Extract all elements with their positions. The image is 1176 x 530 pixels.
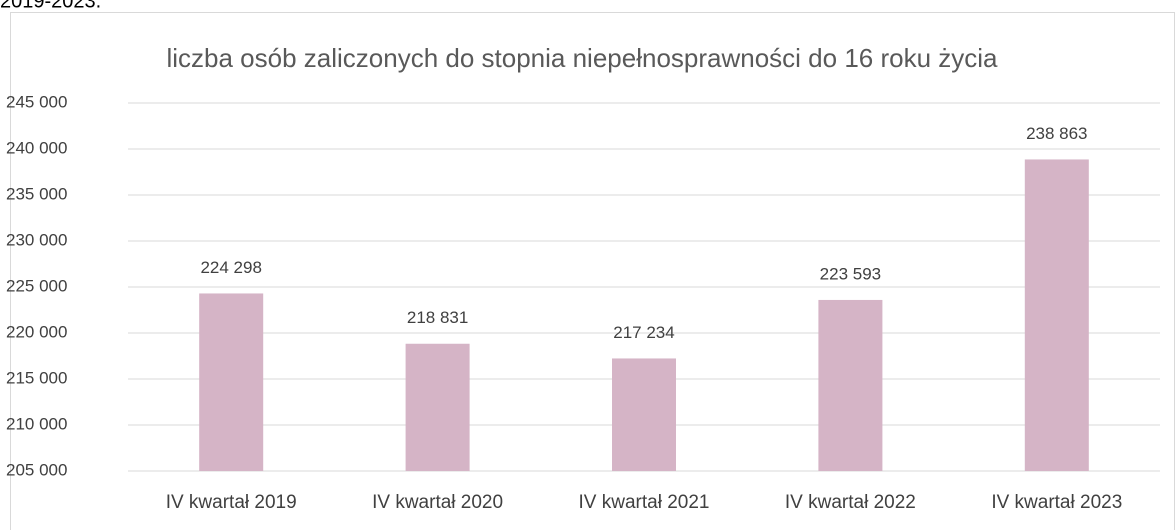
bar bbox=[612, 358, 676, 471]
y-tick-label: 245 000 bbox=[6, 92, 67, 111]
data-label: 223 593 bbox=[820, 264, 881, 283]
bar bbox=[818, 299, 883, 471]
bar bbox=[1024, 159, 1089, 472]
y-tick-label: 220 000 bbox=[6, 322, 67, 341]
x-tick-label: IV kwartał 2021 bbox=[579, 492, 710, 513]
x-tick-label: IV kwartał 2019 bbox=[166, 492, 297, 513]
y-tick-label: 230 000 bbox=[6, 230, 67, 249]
x-tick-label: IV kwartał 2023 bbox=[991, 492, 1122, 513]
chart-title: liczba osób zaliczonych do stopnia niepe… bbox=[166, 43, 998, 73]
chart-border bbox=[10, 12, 1175, 530]
y-tick-label: 205 000 bbox=[6, 460, 67, 479]
y-tick-label: 225 000 bbox=[6, 276, 67, 295]
bar bbox=[199, 293, 264, 471]
y-tick-label: 240 000 bbox=[6, 138, 67, 157]
caption: 2019-2023. bbox=[0, 0, 101, 12]
y-tick-label: 235 000 bbox=[6, 184, 67, 203]
y-tick-label: 210 000 bbox=[6, 414, 67, 433]
x-tick-label: IV kwartał 2022 bbox=[785, 492, 916, 513]
data-label: 217 234 bbox=[613, 323, 674, 342]
y-tick-label: 215 000 bbox=[6, 368, 67, 387]
data-label: 218 831 bbox=[407, 308, 468, 327]
x-tick-label: IV kwartał 2020 bbox=[372, 492, 503, 513]
data-label: 238 863 bbox=[1026, 124, 1087, 143]
data-label: 224 298 bbox=[200, 258, 261, 277]
bar bbox=[405, 343, 470, 471]
